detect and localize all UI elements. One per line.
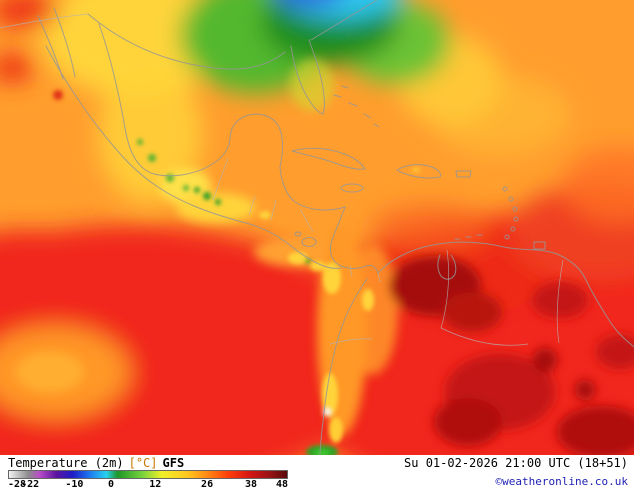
scale-label: -28	[8, 479, 27, 490]
color-scale: -28 -22 -10 0 12 26 38 48	[8, 470, 288, 490]
legend-bar: Temperature (2m) [°C] GFS -28 -22 -10 0 12 26 38…	[0, 455, 634, 490]
temperature-field	[0, 0, 634, 455]
scale-label: -22	[21, 479, 40, 490]
scale-labels: -28 -22 -10 0 12 26 38 48	[8, 479, 288, 490]
datetime-label: Su 01-02-2026 21:00 UTC (18+51)	[404, 456, 628, 470]
temperature-spots	[53, 90, 420, 455]
coastlines	[37, 0, 634, 455]
legend-unit: [°C]	[128, 456, 158, 470]
temperature-map	[0, 0, 634, 455]
legend-title: Temperature (2m)	[8, 456, 124, 470]
map-area	[0, 0, 634, 455]
legend-title-row: Temperature (2m) [°C] GFS	[8, 457, 288, 470]
legend-right: Su 01-02-2026 21:00 UTC (18+51) ©weather…	[404, 457, 628, 488]
scale-label: 48	[275, 479, 288, 490]
scale-label: 12	[149, 479, 162, 490]
copyright-label: ©weatheronline.co.uk	[495, 475, 628, 488]
scale-label: 0	[108, 479, 115, 490]
scale-label: -10	[65, 479, 84, 490]
color-scale-bar	[8, 470, 288, 479]
scale-label: 26	[201, 479, 214, 490]
legend-model: GFS	[162, 456, 185, 470]
temperature-detail	[16, 59, 634, 455]
scale-label: 38	[245, 479, 258, 490]
legend-left: Temperature (2m) [°C] GFS -28 -22 -10 0 12 26 38…	[8, 457, 288, 490]
borders	[0, 13, 564, 346]
